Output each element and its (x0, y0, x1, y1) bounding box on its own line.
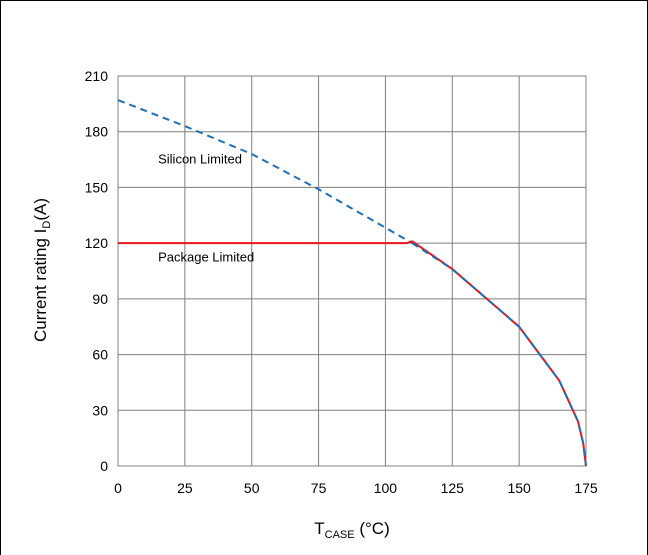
annotation-label: Package Limited (158, 250, 254, 265)
x-tick-label: 125 (441, 480, 465, 496)
x-tick-label: 75 (311, 480, 327, 496)
y-tick-label: 60 (92, 347, 108, 363)
annotations: Silicon Limited Package Limited (158, 151, 254, 264)
y-tick-label: 0 (100, 458, 108, 474)
annotation-label: Silicon Limited (158, 151, 242, 166)
y-tick-label: 30 (92, 402, 108, 418)
y-tick-label: 90 (92, 291, 108, 307)
y-axis-title-unit: (A) (31, 198, 50, 221)
x-tick-label: 50 (244, 480, 260, 496)
y-tick-label: 180 (85, 124, 109, 140)
x-axis-title-main: T (314, 519, 324, 538)
x-axis-title: TCASE (°C) (314, 519, 389, 541)
series-line-1 (118, 240, 587, 467)
x-tick-label: 25 (177, 480, 193, 496)
y-axis-title: Current rating ID(A) (31, 198, 53, 342)
x-tick-labels: 0 25 50 75 100 125 150 175 (114, 480, 598, 496)
series-lines (117, 99, 587, 467)
x-axis-title-unit: (°C) (355, 519, 390, 538)
x-tick-label: 100 (374, 480, 398, 496)
y-tick-labels: 0 30 60 90 120 150 180 210 (85, 68, 109, 474)
grid (117, 75, 587, 467)
y-axis-title-sub: D (41, 221, 53, 229)
y-tick-label: 120 (85, 235, 109, 251)
y-tick-label: 150 (85, 179, 109, 195)
y-axis-title-main: Current rating I (31, 229, 50, 342)
x-tick-label: 175 (574, 480, 598, 496)
x-axis-title-sub: CASE (325, 529, 355, 541)
x-tick-label: 0 (114, 480, 122, 496)
series-line-0 (117, 99, 413, 244)
x-tick-label: 150 (507, 480, 531, 496)
plot-area-border (117, 75, 587, 467)
y-tick-label: 210 (85, 68, 109, 84)
